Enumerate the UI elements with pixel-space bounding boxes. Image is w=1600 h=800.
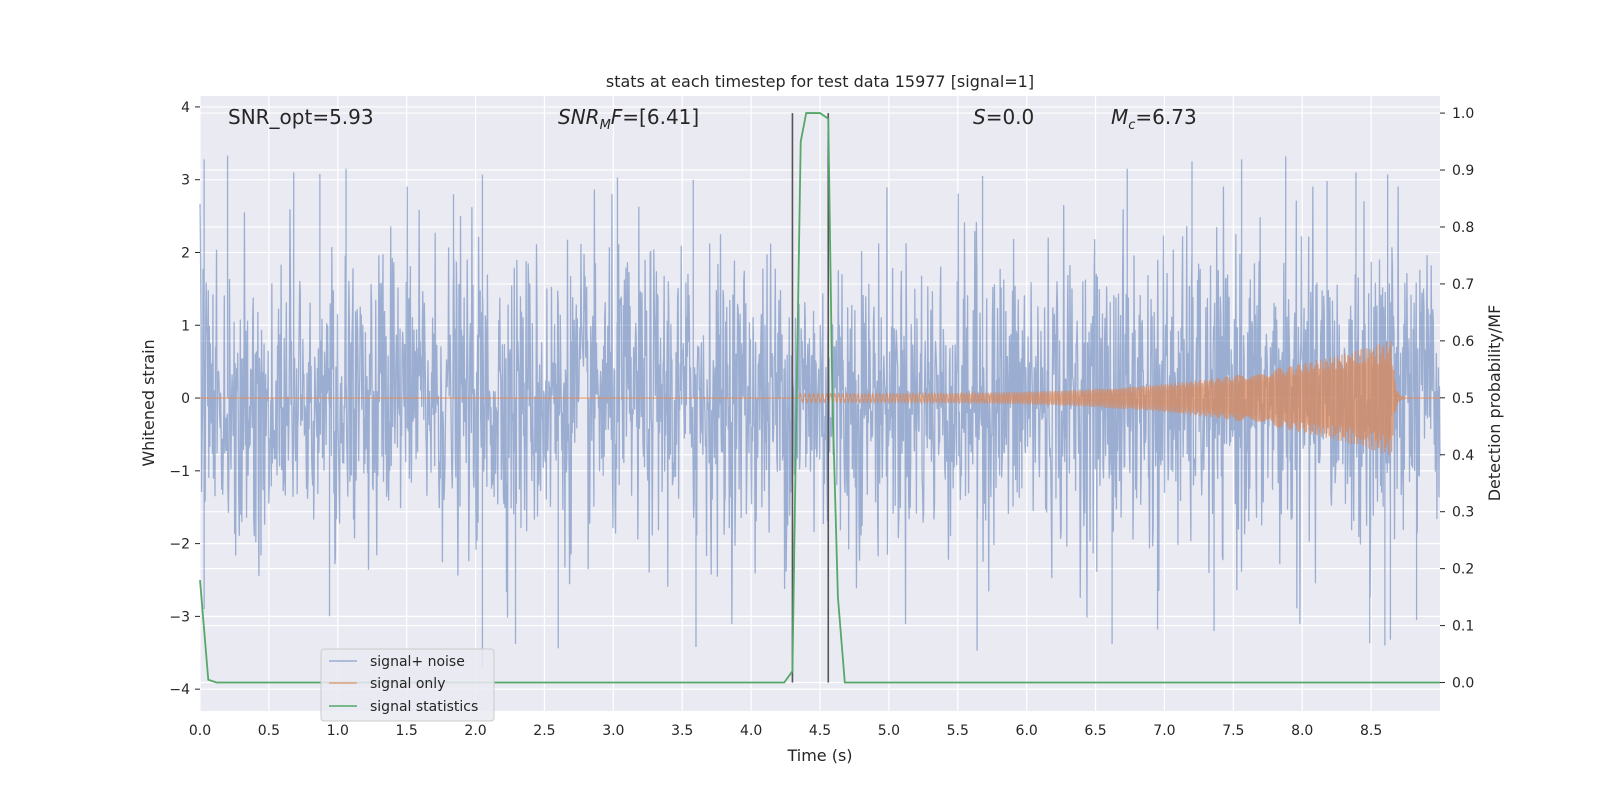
y-tick-label: 3 — [181, 173, 190, 189]
y-tick-label: −4 — [169, 682, 190, 698]
x-tick-label: 0.5 — [258, 723, 280, 739]
y-right-tick-label: 0.6 — [1452, 334, 1474, 350]
y-right-tick-label: 0.3 — [1452, 505, 1474, 521]
y-tick-label: 4 — [181, 100, 190, 116]
x-tick-label: 3.0 — [602, 723, 624, 739]
annotation-s: S=0.0 — [973, 105, 1034, 129]
legend-label-signal-only: signal only — [370, 676, 445, 692]
signal-noise-line — [199, 155, 1441, 668]
annotation-snr-opt: SNR_opt=5.93 — [228, 105, 374, 129]
signal-only-series — [200, 341, 1440, 456]
y-tick-label: −1 — [169, 464, 190, 480]
y-right-tick-label: 0.4 — [1452, 448, 1474, 464]
x-tick-label: 8.5 — [1360, 723, 1382, 739]
x-tick-label: 7.5 — [1222, 723, 1244, 739]
y-right-tick-label: 0.5 — [1452, 391, 1474, 407]
y-right-tick-label: 1.0 — [1452, 106, 1474, 122]
y-right-tick-label: 0.9 — [1452, 163, 1474, 179]
y-right-axis-label: Detection probability/MF — [1485, 305, 1504, 502]
y-axis-label: Whitened strain — [139, 339, 158, 466]
y-right-tick-label: 0.8 — [1452, 220, 1474, 236]
x-tick-label: 3.5 — [671, 723, 693, 739]
legend: signal+ noise signal only signal statist… — [320, 648, 495, 722]
x-tick-label: 1.5 — [396, 723, 418, 739]
x-tick-label: 2.0 — [464, 723, 486, 739]
annotation-mc: Mc=6.73 — [1111, 105, 1197, 133]
legend-label-signal-noise: signal+ noise — [370, 654, 465, 670]
x-tick-label: 6.5 — [1084, 723, 1106, 739]
y-right-tick-label: 0.7 — [1452, 277, 1474, 293]
y-right-axis-ticks: 1.0 0.9 0.8 0.7 0.6 0.5 0.4 0.3 0.2 0.1 0.0 — [1440, 106, 1474, 692]
signal-only-line — [200, 341, 1440, 456]
vertical-markers — [791, 113, 830, 683]
x-axis-ticks: 0.0 0.5 1.0 1.5 2.0 2.5 3.0 3.5 4.0 4.5 5.0 5.5 6.0 6… — [189, 723, 1382, 739]
y-right-tick-label: 0.2 — [1452, 562, 1474, 578]
legend-label-signal-statistics: signal statistics — [370, 699, 478, 715]
x-tick-label: 8.0 — [1291, 723, 1313, 739]
x-tick-label: 0.0 — [189, 723, 211, 739]
x-tick-label: 5.0 — [878, 723, 900, 739]
y-right-tick-label: 0.1 — [1452, 619, 1474, 635]
y-right-tick-label: 0.0 — [1452, 676, 1474, 692]
x-tick-label: 5.5 — [947, 723, 969, 739]
chart-title: stats at each timestep for test data 159… — [606, 72, 1034, 91]
y-tick-label: −2 — [169, 537, 190, 553]
annotation-snr-mf: SNRMF=[6.41] — [558, 105, 699, 133]
signal-noise-series — [199, 155, 1441, 668]
x-tick-label: 7.0 — [1153, 723, 1175, 739]
x-tick-label: 1.0 — [327, 723, 349, 739]
x-tick-label: 6.0 — [1016, 723, 1038, 739]
x-tick-label: 2.5 — [533, 723, 555, 739]
x-tick-label: 4.5 — [809, 723, 831, 739]
x-axis-label: Time (s) — [786, 746, 852, 765]
y-tick-label: 1 — [181, 318, 190, 334]
annotation-snr-mf-value: =[6.41] — [622, 105, 699, 129]
legend-box — [320, 648, 495, 722]
y-axis-ticks: 4 3 2 1 0 −1 −2 −3 −4 — [169, 100, 200, 698]
x-tick-label: 4.0 — [740, 723, 762, 739]
y-tick-label: 0 — [181, 391, 190, 407]
y-tick-label: −3 — [169, 609, 190, 625]
y-tick-label: 2 — [181, 245, 190, 261]
